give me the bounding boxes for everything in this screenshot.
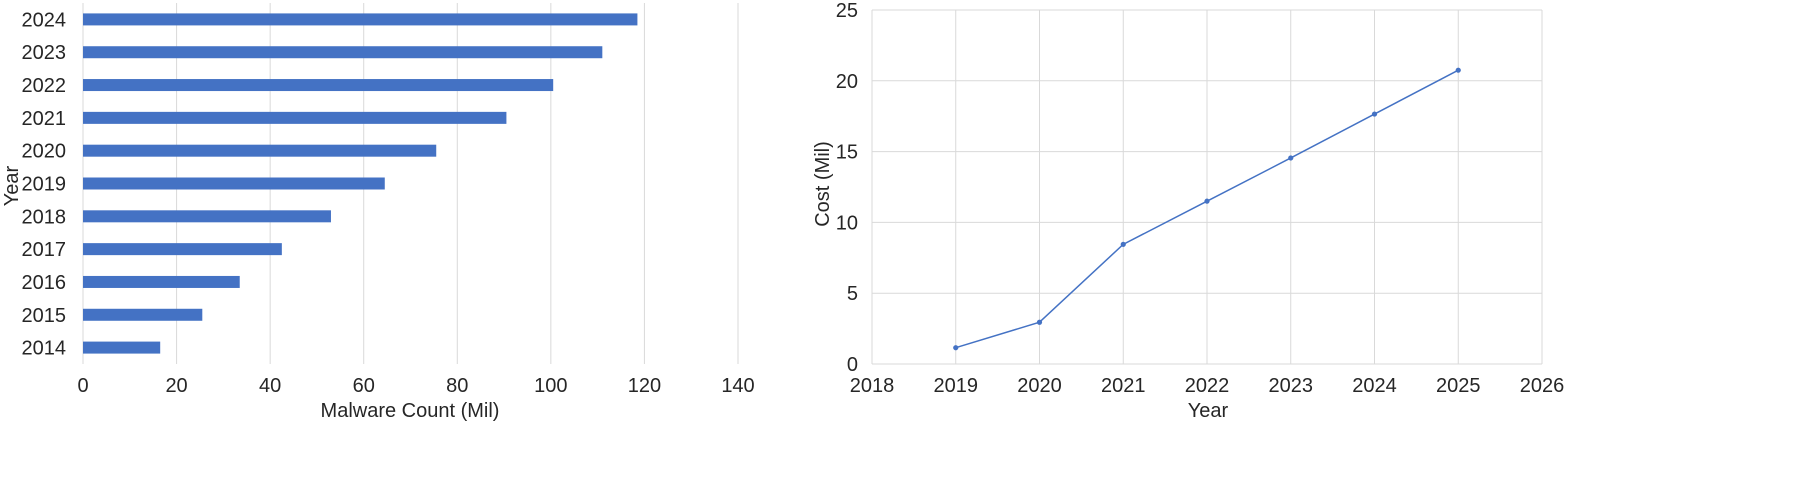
bar: [83, 308, 203, 321]
line-chart-x-tick-label: 2018: [850, 375, 895, 397]
bar-chart-x-tick-label: 20: [165, 375, 187, 397]
line-chart-y-tick-label: 5: [847, 283, 858, 305]
bar: [83, 341, 161, 354]
cost-line-chart: 2018 2019 2020 2021 2022 2023 2024 2025 2026 051…: [812, 0, 1564, 422]
line-chart-y-tick-label: 25: [836, 0, 858, 22]
line-chart-x-tick-label: 2022: [1185, 375, 1230, 397]
bar: [83, 79, 554, 92]
line-chart-x-tick-label: 2021: [1101, 375, 1146, 397]
bar: [83, 243, 282, 256]
line-chart-y-tick-label: 15: [836, 142, 858, 164]
bar-chart-x-tick-label: 0: [77, 375, 88, 397]
bar-chart-y-ticks: 2014 2015 2016 2017 2018 2019 2020 2021 2022 2023…: [22, 9, 67, 359]
bar-chart-y-tick-label: 2022: [22, 75, 67, 97]
bar-chart-y-tick-label: 2017: [22, 239, 67, 261]
bar-chart-y-tick-label: 2024: [22, 9, 67, 31]
line-chart-y-axis-title: Cost (Mil): [812, 141, 834, 227]
line-chart-x-tick-label: 2026: [1520, 375, 1565, 397]
line-chart-gridlines: [871, 9, 1543, 365]
bar-chart-x-tick-label: 100: [534, 375, 567, 397]
bar-chart-x-tick-label: 120: [628, 375, 661, 397]
bar-chart-x-tick-label: 60: [353, 375, 375, 397]
data-point: [1288, 155, 1294, 161]
bar-chart-y-tick-label: 2023: [22, 42, 67, 64]
line-chart-y-ticks: 0 5 10 15 20 25: [836, 0, 858, 376]
bar: [83, 210, 331, 223]
data-point: [1120, 241, 1126, 247]
bar: [83, 275, 240, 288]
line-chart-x-tick-label: 2024: [1352, 375, 1397, 397]
bar-chart-y-tick-label: 2014: [22, 338, 67, 360]
bar-chart-bars: [83, 13, 638, 354]
bar-chart-y-tick-label: 2021: [22, 108, 67, 130]
malware-bar-chart: 0 20 40 60 80 100 120 140 201420152016201720182…: [1, 3, 755, 422]
bar: [83, 177, 385, 190]
bar: [83, 111, 507, 124]
line-chart-x-axis-title: Year: [1188, 400, 1229, 422]
bar-chart-x-axis-title: Malware Count (Mil): [321, 400, 500, 422]
bar-chart-y-tick-label: 2020: [22, 141, 67, 163]
bar-chart-y-tick-label: 2019: [22, 174, 67, 196]
bar-chart-x-tick-label: 80: [446, 375, 468, 397]
data-point: [1204, 198, 1210, 204]
data-point: [1371, 111, 1378, 117]
bar-chart-y-tick-label: 2015: [22, 305, 67, 327]
bar-chart-x-tick-label: 40: [259, 375, 281, 397]
line-chart-x-tick-label: 2020: [1017, 375, 1062, 397]
data-point: [1036, 319, 1043, 325]
bar-chart-y-tick-label: 2016: [22, 272, 67, 294]
data-point: [1455, 67, 1461, 73]
bar: [83, 144, 437, 157]
bar-chart-x-tick-label: 140: [721, 375, 754, 397]
bar: [83, 13, 638, 26]
bar-chart-y-tick-label: 2018: [22, 206, 67, 228]
line-chart-x-tick-label: 2019: [934, 375, 979, 397]
line-chart-x-tick-label: 2023: [1269, 375, 1314, 397]
line-chart-y-tick-label: 0: [847, 354, 858, 376]
line-chart-y-tick-label: 20: [836, 71, 858, 93]
data-point: [953, 345, 959, 351]
bar-chart-x-ticks: 0 20 40 60 80 100 120 140: [77, 375, 754, 397]
bar: [83, 46, 603, 59]
line-chart-x-ticks: 2018 2019 2020 2021 2022 2023 2024 2025 2026: [850, 375, 1565, 397]
line-chart-series: [953, 67, 1461, 351]
bar-chart-y-axis-title: Year: [1, 165, 23, 206]
line-chart-x-tick-label: 2025: [1436, 375, 1481, 397]
line-chart-y-tick-label: 10: [836, 212, 858, 234]
